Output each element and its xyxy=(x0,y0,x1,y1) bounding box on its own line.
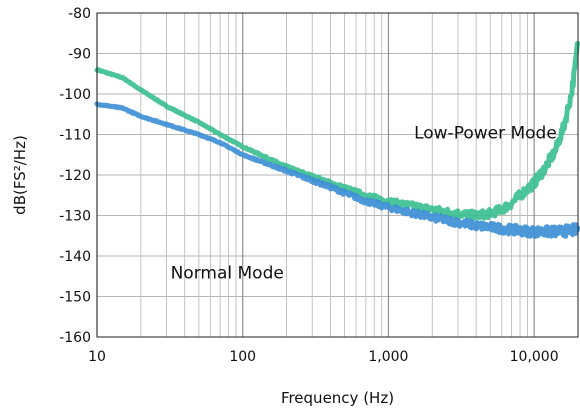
y-tick-label: -140 xyxy=(59,249,91,265)
x-tick-label: 10,000 xyxy=(510,349,559,365)
y-tick-label: -130 xyxy=(59,209,91,225)
series-low-power-mode-line xyxy=(94,41,580,222)
annotation-low-power-mode: Low-Power Mode xyxy=(414,124,557,144)
x-tick-labels: 10 100 1,000 10,000 xyxy=(88,349,559,365)
y-tick-labels: -80 -90 -100 -110 -120 -130 -140 -150 -160 xyxy=(59,6,91,346)
series-layer xyxy=(94,41,580,239)
plot-frame xyxy=(96,12,579,338)
y-tick-label: -120 xyxy=(59,168,91,184)
series-normal-mode-line xyxy=(94,101,580,239)
y-tick-label: -90 xyxy=(68,47,91,63)
y-tick-label: -100 xyxy=(59,87,91,103)
x-tick-label: 100 xyxy=(229,349,256,365)
grid xyxy=(96,12,579,338)
y-tick-label: -110 xyxy=(59,128,91,144)
x-axis-label: Frequency (Hz) xyxy=(281,389,394,407)
x-tick-label: 10 xyxy=(88,349,106,365)
x-tick-label: 1,000 xyxy=(368,349,408,365)
y-tick-label: -80 xyxy=(68,6,91,22)
annotation-normal-mode: Normal Mode xyxy=(171,263,284,283)
y-tick-label: -150 xyxy=(59,290,91,306)
y-tick-label: -160 xyxy=(59,330,91,346)
y-axis-label: dB(FS²/Hz) xyxy=(11,135,29,215)
annotations: Low-Power Mode Normal Mode xyxy=(171,124,557,284)
